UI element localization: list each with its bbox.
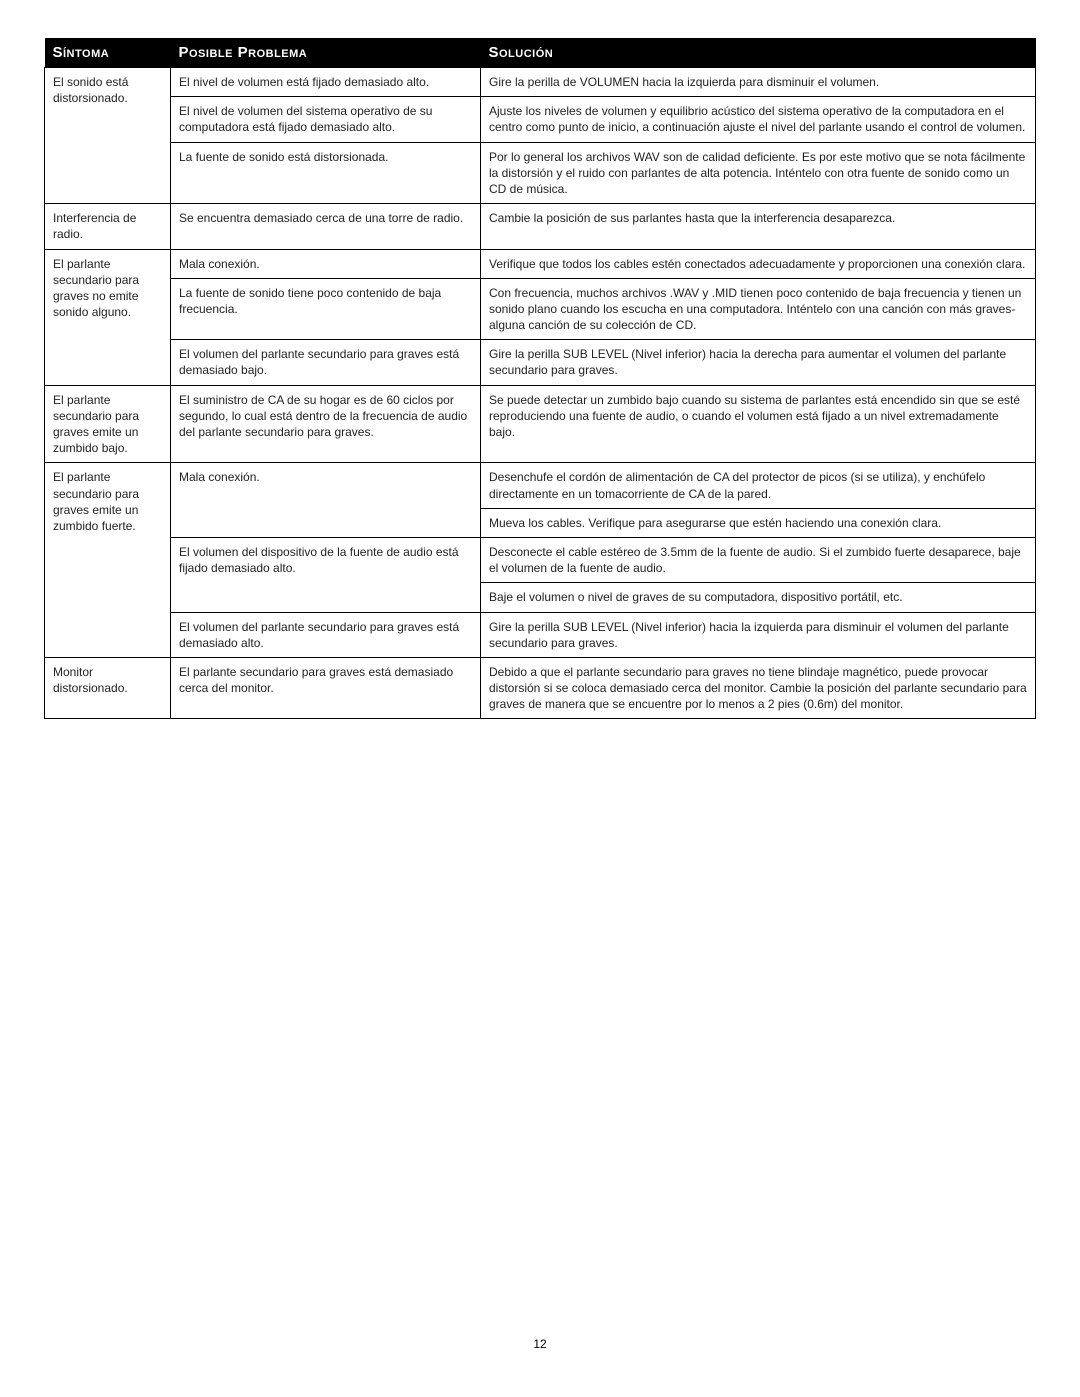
- cell-solution: Se puede detectar un zumbido bajo cuando…: [481, 385, 1036, 463]
- table-row: El parlante secundario para graves emite…: [45, 463, 1036, 508]
- cell-problem: Se encuentra demasiado cerca de una torr…: [171, 204, 481, 249]
- page-number: 12: [0, 1337, 1080, 1351]
- cell-problem: El nivel de volumen está fijado demasiad…: [171, 68, 481, 97]
- cell-problem: El volumen del parlante secundario para …: [171, 340, 481, 385]
- table-row: El parlante secundario para graves no em…: [45, 249, 1036, 278]
- cell-solution: Gire la perilla SUB LEVEL (Nivel inferio…: [481, 612, 1036, 657]
- table-row: El volumen del parlante secundario para …: [45, 612, 1036, 657]
- cell-solution: Con frecuencia, muchos archivos .WAV y .…: [481, 278, 1036, 340]
- cell-solution: Gire la perilla SUB LEVEL (Nivel inferio…: [481, 340, 1036, 385]
- table-row: El sonido está distorsionado. El nivel d…: [45, 68, 1036, 97]
- cell-solution: Verifique que todos los cables estén con…: [481, 249, 1036, 278]
- cell-problem: Mala conexión.: [171, 463, 481, 538]
- cell-symptom: El parlante secundario para graves emite…: [45, 385, 171, 463]
- cell-solution: Baje el volumen o nivel de graves de su …: [481, 583, 1036, 612]
- cell-problem: El parlante secundario para graves está …: [171, 657, 481, 719]
- table-row: Interferencia de radio. Se encuentra dem…: [45, 204, 1036, 249]
- cell-solution: Desenchufe el cordón de alimentación de …: [481, 463, 1036, 508]
- table-row: El volumen del dispositivo de la fuente …: [45, 537, 1036, 582]
- table-body: El sonido está distorsionado. El nivel d…: [45, 68, 1036, 719]
- table-row: El volumen del parlante secundario para …: [45, 340, 1036, 385]
- table-row: La fuente de sonido tiene poco contenido…: [45, 278, 1036, 340]
- cell-solution: Cambie la posición de sus parlantes hast…: [481, 204, 1036, 249]
- cell-symptom: El parlante secundario para graves no em…: [45, 249, 171, 385]
- cell-solution: Desconecte el cable estéreo de 3.5mm de …: [481, 537, 1036, 582]
- cell-problem: La fuente de sonido tiene poco contenido…: [171, 278, 481, 340]
- page-content: Síntoma Posible Problema Solución El son…: [0, 0, 1080, 719]
- table-header: Síntoma Posible Problema Solución: [45, 38, 1036, 68]
- cell-solution: Por lo general los archivos WAV son de c…: [481, 142, 1036, 204]
- cell-solution: Ajuste los niveles de volumen y equilibr…: [481, 97, 1036, 142]
- header-problem: Posible Problema: [171, 38, 481, 68]
- cell-problem: El suministro de CA de su hogar es de 60…: [171, 385, 481, 463]
- troubleshooting-table: Síntoma Posible Problema Solución El son…: [44, 38, 1036, 719]
- table-row: El nivel de volumen del sistema operativ…: [45, 97, 1036, 142]
- cell-symptom: Monitor distorsionado.: [45, 657, 171, 719]
- table-row: Monitor distorsionado. El parlante secun…: [45, 657, 1036, 719]
- cell-symptom: El sonido está distorsionado.: [45, 68, 171, 204]
- cell-problem: El nivel de volumen del sistema operativ…: [171, 97, 481, 142]
- cell-problem: La fuente de sonido está distorsionada.: [171, 142, 481, 204]
- cell-symptom: El parlante secundario para graves emite…: [45, 463, 171, 658]
- header-symptom: Síntoma: [45, 38, 171, 68]
- cell-solution: Mueva los cables. Verifique para asegura…: [481, 508, 1036, 537]
- table-row: La fuente de sonido está distorsionada. …: [45, 142, 1036, 204]
- header-solution: Solución: [481, 38, 1036, 68]
- cell-problem: Mala conexión.: [171, 249, 481, 278]
- cell-problem: El volumen del parlante secundario para …: [171, 612, 481, 657]
- cell-solution: Debido a que el parlante secundario para…: [481, 657, 1036, 719]
- table-row: El parlante secundario para graves emite…: [45, 385, 1036, 463]
- cell-problem: El volumen del dispositivo de la fuente …: [171, 537, 481, 612]
- cell-symptom: Interferencia de radio.: [45, 204, 171, 249]
- cell-solution: Gire la perilla de VOLUMEN hacia la izqu…: [481, 68, 1036, 97]
